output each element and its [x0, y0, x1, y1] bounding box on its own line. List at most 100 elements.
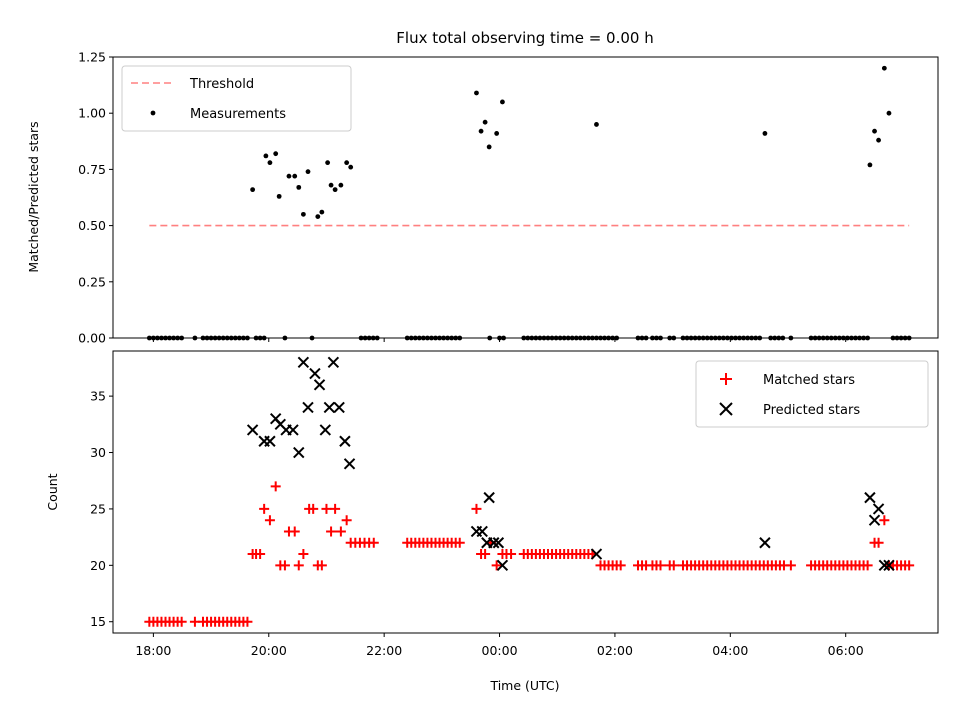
matched-star-point	[259, 503, 270, 514]
measurement-point	[276, 193, 282, 199]
predicted-star-point	[343, 458, 356, 470]
measurement-point	[296, 184, 302, 190]
predicted-star-point	[297, 356, 310, 368]
predicted-star-point	[883, 559, 895, 572]
predicted-star-point	[313, 379, 326, 391]
predicted-star-point	[476, 525, 488, 538]
measurement-point	[486, 144, 492, 150]
matched-star-point	[289, 526, 300, 537]
measurement-point	[273, 151, 279, 157]
measurement-point	[338, 182, 344, 188]
legend-matched-label: Matched stars	[763, 373, 855, 388]
measurement-point	[876, 137, 881, 143]
x-tick-label: 04:00	[712, 643, 748, 658]
count-x-ticks: 18:00 20:00 22:00 00:00 02:00 04:00 06:00	[135, 633, 864, 658]
predicted-star-point	[309, 367, 321, 380]
ratio-y-tick-label: 1.00	[78, 106, 106, 121]
measurement-point	[482, 119, 488, 125]
count-marks	[144, 356, 915, 627]
legend-measurements-label: Measurements	[190, 107, 286, 122]
measurement-point	[263, 153, 269, 159]
ratio-x-ticks	[152, 338, 847, 342]
count-y-tick-label: 20	[90, 558, 106, 573]
predicted-star-point	[496, 559, 509, 572]
measurement-point	[494, 131, 500, 136]
measurement-point	[872, 128, 877, 134]
x-tick-label: 20:00	[251, 643, 287, 658]
matched-star-point	[655, 560, 666, 571]
legend-threshold-label: Threshold	[189, 77, 254, 92]
predicted-star-point	[872, 503, 885, 515]
ratio-legend: Threshold Measurements	[121, 65, 352, 132]
matched-star-point	[862, 560, 873, 571]
predicted-star-point	[590, 548, 603, 560]
measurement-point	[300, 211, 306, 217]
predicted-star-point	[488, 537, 500, 549]
measurement-point	[286, 173, 292, 179]
measurement-point	[344, 160, 350, 166]
predicted-star-point	[327, 356, 340, 368]
matched-star-point	[316, 560, 327, 571]
count-plot-frame	[112, 350, 939, 634]
count-legend: Matched stars Predicted stars	[695, 360, 929, 428]
measurement-point	[292, 173, 298, 179]
matched-star-point	[879, 515, 890, 526]
matched-star-point	[176, 616, 187, 627]
measurement-point	[267, 160, 273, 166]
predicted-star-point	[287, 424, 299, 436]
predicted-star-point	[293, 446, 305, 459]
predicted-star-point	[339, 435, 351, 447]
count-legend-box	[695, 360, 929, 428]
ratio-y-tick-label: 1.25	[78, 50, 106, 65]
x-axis-label: Time (UTC)	[489, 678, 559, 693]
measurement-point	[325, 160, 331, 166]
count-y-axis-label: Count	[45, 473, 60, 510]
measurement-point	[500, 99, 505, 105]
matched-star-point	[615, 560, 626, 571]
matched-star-point	[264, 515, 275, 526]
predicted-star-point	[302, 401, 314, 414]
predicted-star-point	[333, 401, 345, 414]
measurement-point	[250, 187, 256, 193]
count-y-tick-label: 30	[90, 445, 106, 460]
predicted-star-point	[492, 537, 505, 549]
ratio-legend-box	[121, 65, 352, 132]
measurement-point	[867, 162, 873, 168]
matched-star-point	[904, 560, 915, 571]
measurement-point	[886, 110, 892, 116]
predicted-star-point	[483, 491, 495, 504]
chart-title: Flux total observing time = 0.00 h	[396, 29, 653, 47]
matched-star-point	[321, 503, 332, 514]
count-y-tick-label: 35	[90, 389, 106, 404]
matched-star-point	[270, 481, 281, 492]
matched-star-point	[279, 560, 290, 571]
x-tick-label: 06:00	[828, 643, 864, 658]
ratio-y-tick-label: 0.50	[78, 218, 106, 233]
legend-predicted-swatch	[719, 402, 733, 416]
matched-star-point	[293, 560, 304, 571]
matched-star-point	[368, 537, 379, 548]
measurement-point	[594, 122, 599, 127]
predicted-star-point	[264, 435, 276, 447]
predicted-star-point	[864, 491, 876, 504]
matched-star-point	[326, 526, 337, 537]
legend-measurements-swatch	[150, 110, 156, 116]
ratio-panel: 0.00 0.25 0.50 0.75 1.00 1.25 Matched/Predict…	[26, 50, 939, 346]
x-tick-label: 00:00	[482, 643, 518, 658]
matched-star-point	[298, 549, 309, 560]
count-panel: 15 20 25 30 35 18:00 20:00 22:00 00:00 02:00 04:0…	[45, 350, 939, 693]
ratio-y-tick-label: 0.00	[78, 331, 106, 346]
measurement-point	[332, 187, 338, 193]
ratio-y-ticks: 0.00 0.25 0.50 0.75 1.00 1.25	[78, 50, 113, 346]
matched-star-point	[255, 549, 266, 560]
x-tick-label: 22:00	[366, 643, 402, 658]
matched-star-point	[471, 503, 482, 514]
x-tick-label: 18:00	[135, 643, 171, 658]
measurement-point	[315, 214, 321, 220]
ratio-y-axis-label: Matched/Predicted stars	[26, 121, 41, 272]
predicted-star-point	[878, 559, 891, 572]
predicted-star-point	[759, 537, 771, 549]
count-y-tick-label: 25	[90, 501, 106, 516]
measurement-point	[319, 209, 325, 215]
